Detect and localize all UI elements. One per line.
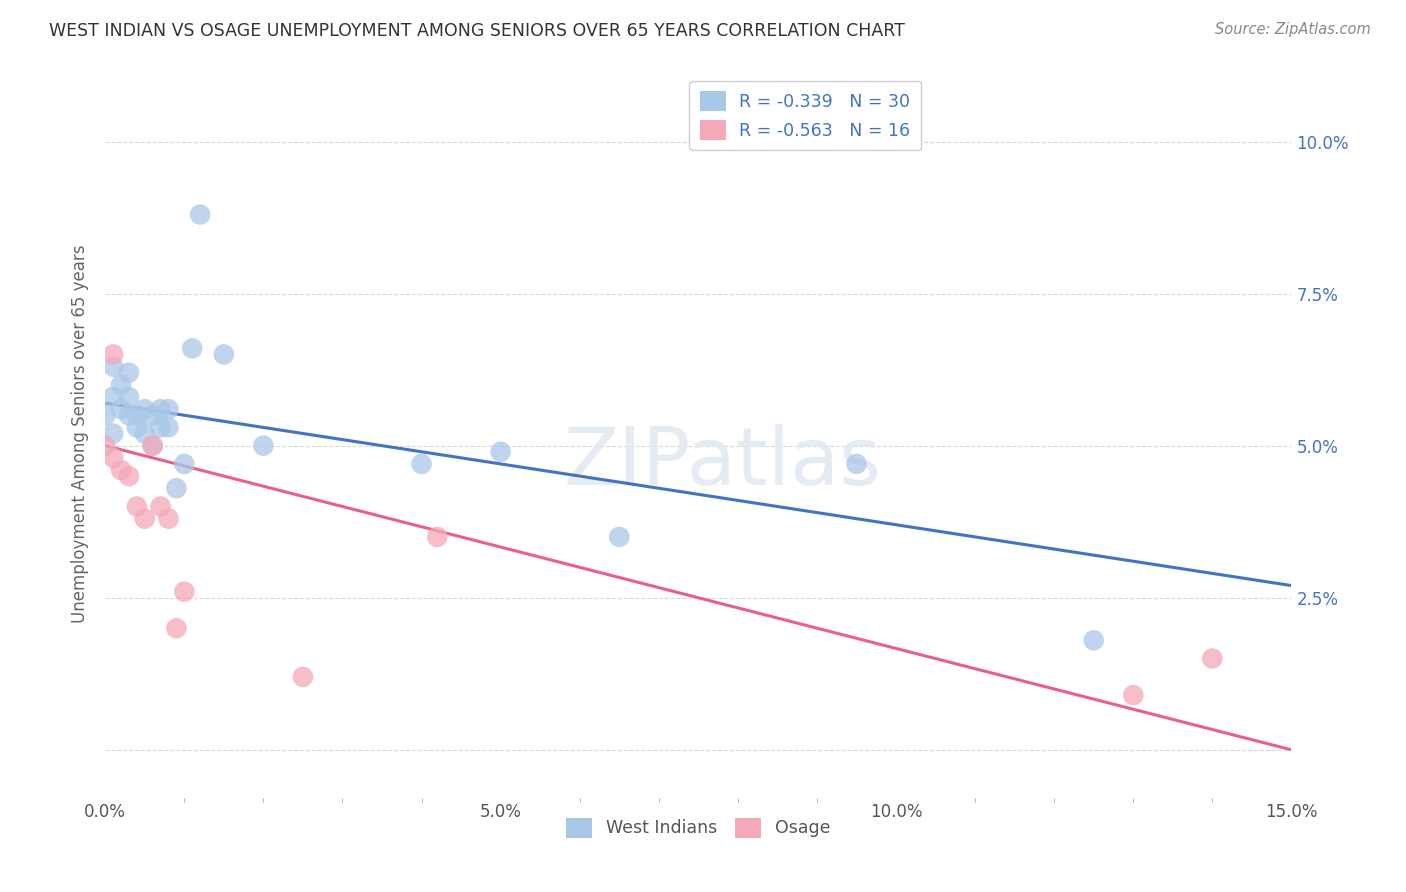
Y-axis label: Unemployment Among Seniors over 65 years: Unemployment Among Seniors over 65 years (72, 244, 89, 623)
Point (173, 584, 195, 599)
Point (157, 420, 180, 434)
Point (426, 530, 449, 544)
Text: WEST INDIAN VS OSAGE UNEMPLOYMENT AMONG SENIORS OVER 65 YEARS CORRELATION CHART: WEST INDIAN VS OSAGE UNEMPLOYMENT AMONG … (49, 22, 905, 40)
Point (1122, 688, 1144, 702)
Point (134, 511, 156, 525)
Point (149, 500, 172, 514)
Point (118, 469, 141, 483)
Point (157, 402, 180, 417)
Point (101, 347, 124, 361)
Point (212, 347, 235, 361)
Point (291, 670, 314, 684)
Point (110, 463, 132, 477)
Point (142, 439, 165, 453)
Point (181, 342, 204, 356)
Point (142, 439, 165, 453)
Text: Source: ZipAtlas.com: Source: ZipAtlas.com (1215, 22, 1371, 37)
Text: ZIPatlas: ZIPatlas (562, 424, 882, 501)
Point (157, 511, 180, 525)
Point (94, 409, 117, 423)
Point (118, 366, 141, 380)
Legend: West Indians, Osage: West Indians, Osage (560, 811, 837, 845)
Point (125, 500, 148, 514)
Point (149, 420, 172, 434)
Point (94, 439, 117, 453)
Point (118, 390, 141, 404)
Point (165, 481, 187, 495)
Point (101, 426, 124, 441)
Point (125, 409, 148, 423)
Point (134, 402, 156, 417)
Point (173, 457, 195, 471)
Point (101, 450, 124, 465)
Point (607, 530, 630, 544)
Point (411, 457, 433, 471)
Point (165, 621, 187, 635)
Point (142, 409, 165, 423)
Point (134, 426, 156, 441)
Point (1201, 651, 1223, 665)
Point (118, 409, 141, 423)
Point (125, 420, 148, 434)
Point (489, 444, 512, 458)
Point (188, 207, 211, 221)
Point (845, 457, 868, 471)
Point (149, 402, 172, 417)
Point (101, 359, 124, 374)
Point (110, 377, 132, 392)
Point (1083, 633, 1105, 648)
Point (110, 402, 132, 417)
Point (101, 390, 124, 404)
Point (252, 439, 274, 453)
